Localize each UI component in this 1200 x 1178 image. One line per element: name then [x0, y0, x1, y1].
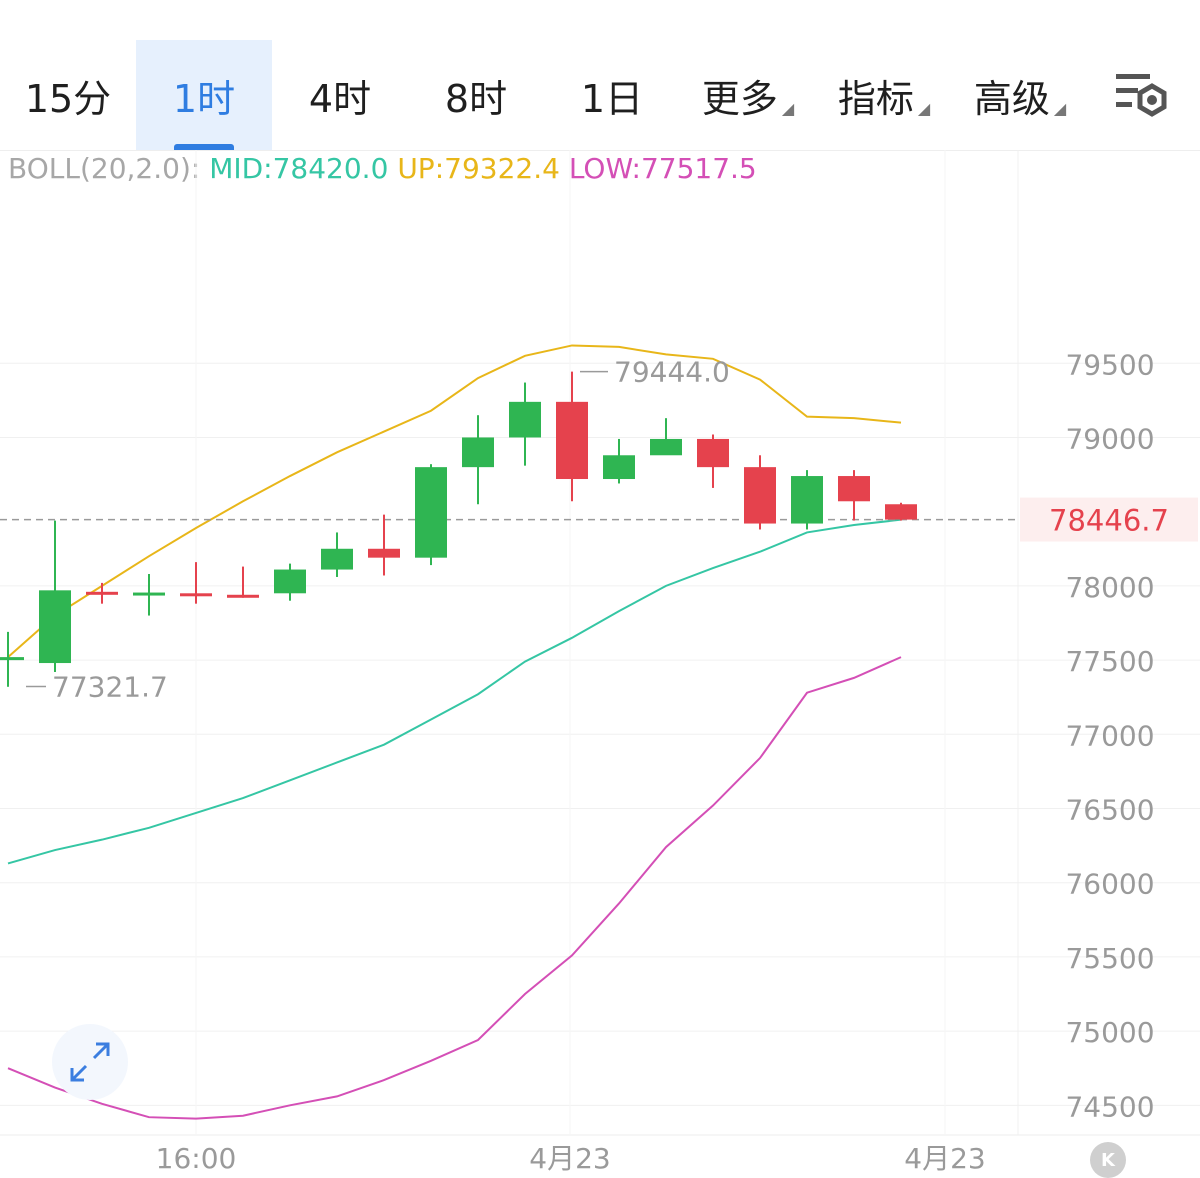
- boll-label: BOLL(20,2.0):: [8, 152, 201, 185]
- active-tab-indicator: [174, 144, 234, 150]
- boll-up-line: [7, 344, 902, 658]
- y-tick-label: 75000: [1065, 1016, 1154, 1049]
- tab-6[interactable]: 更多 ◢: [680, 40, 816, 150]
- candle-body: [321, 548, 353, 570]
- y-tick-label: 76000: [1065, 868, 1154, 901]
- candle-body: [885, 504, 917, 520]
- x-tick-label: 4月23: [529, 1142, 610, 1174]
- settings-line-1: [1116, 74, 1150, 79]
- candle-body: [415, 467, 447, 558]
- high-marker-label: 79444.0: [614, 356, 730, 389]
- current-price-tag: [1020, 497, 1198, 542]
- candle-body: [39, 590, 71, 664]
- candle-body: [744, 467, 776, 524]
- candle-body: [603, 455, 635, 480]
- candle-body: [462, 437, 494, 468]
- candle-body: [274, 569, 306, 594]
- settings-gear-center: [1147, 95, 1157, 105]
- tab-divider: [0, 150, 1200, 151]
- tab-label: 高级: [973, 76, 1050, 121]
- tab-4[interactable]: 8时: [408, 40, 544, 150]
- dropdown-caret-icon: ◢: [781, 98, 795, 118]
- boll-mid-line: [7, 518, 902, 865]
- candle-body: [227, 594, 259, 598]
- timeframe-tab-bar: 15分 1时 4时 8时 1日 更多 ◢ 指标 ◢ 高级 ◢: [0, 0, 1200, 150]
- candle-body: [180, 593, 212, 597]
- y-tick-label: 76500: [1065, 793, 1154, 826]
- y-tick-label: 74500: [1065, 1090, 1154, 1123]
- candle-body: [838, 476, 870, 502]
- settings-gear: [1137, 83, 1167, 117]
- candle-body: [0, 657, 24, 661]
- current-price-label: 78446.7: [1049, 504, 1169, 538]
- tab-label: 1日: [580, 76, 644, 121]
- candle-body: [509, 401, 541, 438]
- boll-mid: MID:78420.0: [209, 152, 389, 185]
- y-tick-label: 78000: [1065, 571, 1154, 604]
- candle-body: [791, 476, 823, 524]
- boll-up: UP:79322.4: [397, 152, 560, 185]
- candle-body: [697, 438, 729, 468]
- expand-chart-icon[interactable]: [52, 1024, 128, 1100]
- boll-low: LOW:77517.5: [568, 152, 757, 185]
- tab-label: 1时: [172, 76, 236, 121]
- y-tick-label: 75500: [1065, 942, 1154, 975]
- tab-label: 更多: [701, 76, 778, 121]
- x-tick-label: 16:00: [156, 1142, 237, 1174]
- tab-label: 指标: [837, 76, 914, 121]
- candle-body: [368, 548, 400, 558]
- boll-low-line: [7, 656, 902, 1120]
- low-marker-label: 77321.7: [52, 671, 168, 704]
- dropdown-caret-icon: ◢: [917, 98, 931, 118]
- candle-body: [133, 592, 165, 596]
- tab-label: 4时: [308, 76, 372, 121]
- boll-indicator-legend: BOLL(20,2.0): MID:78420.0 UP:79322.4 LOW…: [8, 152, 757, 185]
- tab-label: 15分: [24, 76, 112, 121]
- settings-line-3: [1116, 102, 1132, 107]
- tab-label: 8时: [444, 76, 508, 121]
- y-tick-label: 77000: [1065, 719, 1154, 752]
- k-logo-button[interactable]: K: [1090, 1142, 1126, 1178]
- chart-settings-icon[interactable]: [1112, 68, 1174, 124]
- settings-line-2: [1116, 88, 1138, 93]
- candle-body: [556, 401, 588, 480]
- tab-3[interactable]: 4时: [272, 40, 408, 150]
- y-tick-label: 79000: [1065, 422, 1154, 455]
- dropdown-caret-icon: ◢: [1053, 98, 1067, 118]
- tab-1[interactable]: 15分: [0, 40, 136, 150]
- tab-8[interactable]: 高级 ◢: [952, 40, 1088, 150]
- y-tick-label: 77500: [1065, 645, 1154, 678]
- tab-2[interactable]: 1时: [136, 40, 272, 150]
- x-tick-label: 4月23: [904, 1142, 985, 1174]
- y-tick-label: 79500: [1065, 348, 1154, 381]
- tab-5[interactable]: 1日: [544, 40, 680, 150]
- tab-7[interactable]: 指标 ◢: [816, 40, 952, 150]
- candle-body: [86, 591, 118, 595]
- candle-body: [650, 438, 682, 456]
